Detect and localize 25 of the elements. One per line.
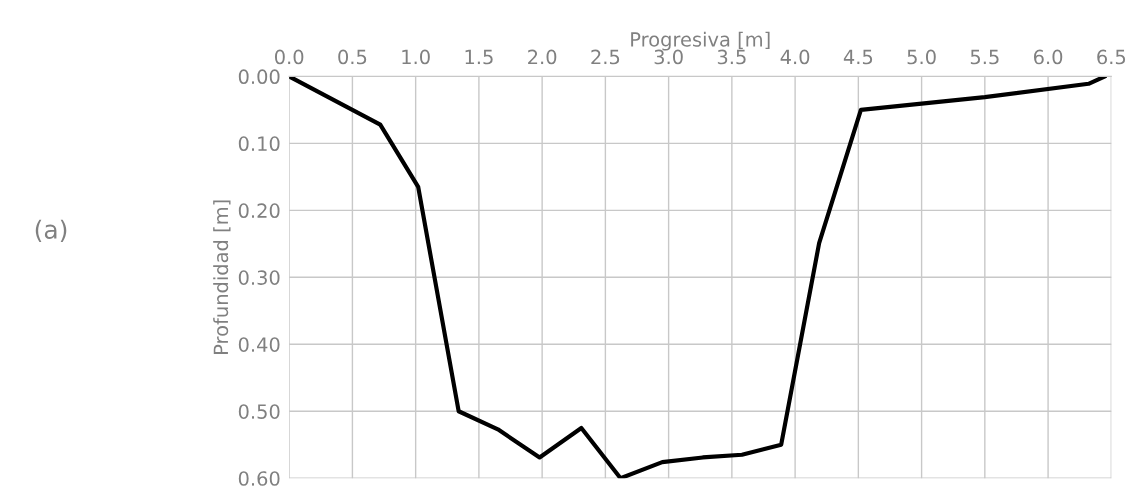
x-tick-label: 6.0	[1033, 49, 1063, 65]
y-tick-label: 0.40	[238, 337, 280, 352]
y-tick-label: 0.10	[238, 136, 280, 152]
x-axis-title: Progresiva [m]	[631, 31, 770, 51]
text: (a)	[35, 219, 67, 242]
x-tick-label: 1.5	[465, 49, 493, 65]
x-tick-label: 0.5	[338, 49, 367, 65]
x-tick-label: 2.0	[528, 49, 557, 65]
x-tick-label: 3.5	[717, 49, 746, 65]
y-tick-label: 0.50	[238, 404, 280, 419]
y-tick-label: 0.00	[238, 69, 280, 85]
x-tick-label: 1.0	[402, 49, 430, 65]
y-tick-label: 0.60	[238, 471, 280, 486]
x-tick-label: 5.0	[907, 49, 936, 65]
x-tick-label: 4.5	[843, 49, 873, 65]
x-tick-label: 5.5	[970, 49, 999, 65]
y-tick-label: 0.20	[238, 203, 280, 219]
y-tick-label: 0.30	[238, 270, 280, 285]
x-tick-label: 3.0	[654, 49, 683, 65]
x-tick-label: 0.0	[274, 49, 304, 65]
x-tick-label: 2.5	[591, 49, 620, 65]
y-axis-title: Profundidad [m]	[213, 200, 231, 354]
line-series	[289, 76, 1108, 479]
x-tick-label: 4.0	[780, 49, 810, 65]
x-tick-label: 6.5	[1097, 49, 1126, 65]
